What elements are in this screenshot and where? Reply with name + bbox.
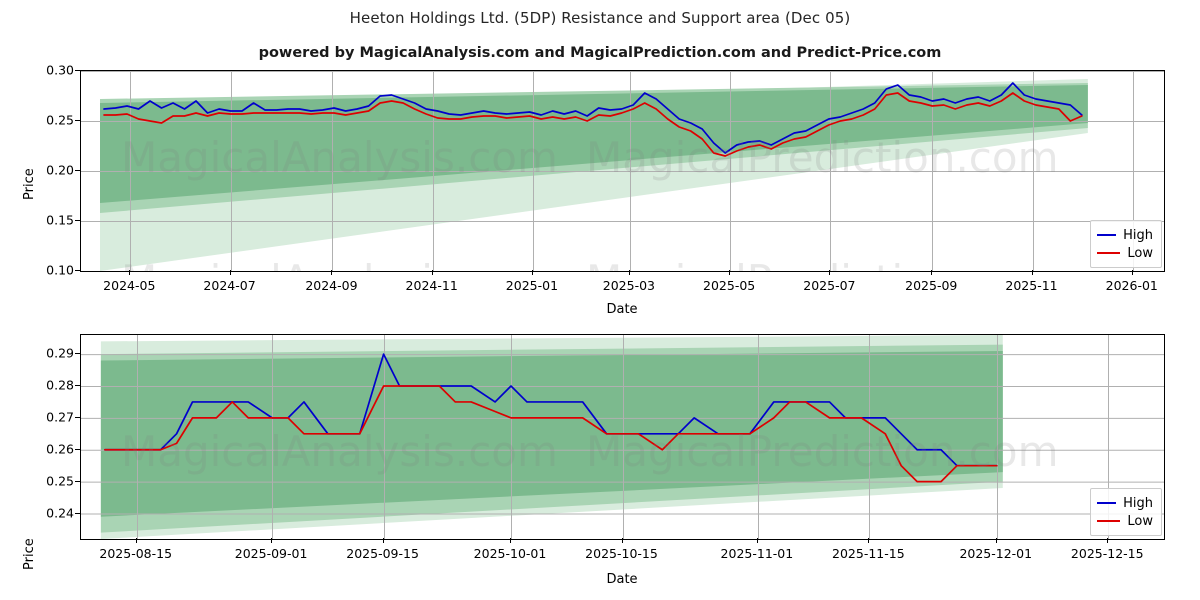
x-axis-tick-label: 2025-05: [703, 278, 756, 293]
x-axis-tick-label: 2025-12-01: [959, 546, 1033, 561]
bottom-chart-panel: Price MagicalAnalysis.comMagicalPredicti…: [0, 320, 1200, 600]
x-axis-tick-label: 2025-08-15: [99, 546, 173, 561]
x-axis-tick-mark: [510, 538, 511, 543]
x-axis-tick-label: 2025-09-01: [234, 546, 308, 561]
y-axis-tick-label: 0.28: [46, 377, 74, 393]
series-line-high: [103, 82, 1083, 154]
legend-item-high: High: [1097, 226, 1153, 244]
x-axis-tick-mark: [829, 270, 831, 275]
chart-canvas: [81, 71, 1164, 271]
page-subtitle: powered by MagicalAnalysis.com and Magic…: [258, 45, 942, 61]
x-axis-tick-mark: [628, 270, 630, 275]
x-axis-tick-mark: [431, 270, 433, 275]
chart-canvas: [81, 335, 1164, 539]
x-axis-tick-label: 2025-07: [803, 278, 856, 293]
legend-swatch-high: [1097, 502, 1117, 504]
x-axis-tick-mark: [995, 538, 997, 543]
top-chart-legend: High Low: [1090, 220, 1162, 268]
y-axis-tick-mark: [75, 512, 80, 514]
x-axis-tick-label: 2025-01: [505, 278, 559, 293]
x-axis-tick-label: 2025-11: [1005, 278, 1058, 293]
x-axis-tick-label: 2026-01: [1105, 278, 1158, 293]
series-line-low: [104, 385, 998, 483]
bottom-chart-plot-area: MagicalAnalysis.comMagicalPrediction.com: [80, 334, 1165, 540]
legend-swatch-high: [1097, 234, 1117, 236]
y-axis-tick-mark: [75, 448, 80, 450]
y-axis-tick-mark: [75, 170, 80, 171]
y-axis-tick-mark: [75, 220, 80, 221]
x-axis-tick-label: 2025-11-15: [832, 546, 905, 561]
series-line-low: [103, 92, 1083, 157]
x-axis-tick-mark: [756, 538, 758, 543]
x-axis-tick-mark: [931, 270, 933, 275]
legend-label-high: High: [1123, 495, 1153, 511]
x-axis-tick-label: 2024-05: [103, 278, 156, 293]
x-axis-tick-label: 2025-09: [905, 278, 958, 293]
y-axis-tick-label: 0.27: [46, 409, 74, 425]
y-axis-tick-mark: [75, 70, 80, 71]
x-axis-tick-mark: [331, 270, 333, 275]
bottom-chart-ylabel: Price: [22, 538, 37, 570]
bottom-chart-legend: High Low: [1090, 488, 1162, 536]
y-axis-tick-mark: [75, 480, 80, 482]
x-axis-tick-label: 2025-12-15: [1070, 546, 1144, 561]
x-axis-tick-mark: [229, 270, 231, 275]
x-axis-tick-mark: [729, 270, 731, 275]
x-axis-tick-mark: [868, 538, 870, 543]
x-axis-tick-mark: [382, 538, 384, 543]
legend-swatch-low: [1097, 252, 1121, 254]
y-axis-tick-mark: [75, 385, 80, 386]
legend-swatch-low: [1097, 520, 1121, 522]
x-axis-tick-mark: [129, 270, 131, 275]
x-axis-tick-label: 2024-11: [405, 278, 458, 293]
x-axis-tick-mark: [1031, 270, 1033, 275]
legend-item-low: Low: [1097, 244, 1153, 262]
x-axis-tick-label: 2025-11-01: [720, 546, 794, 561]
legend-label-high: High: [1123, 227, 1153, 243]
y-axis-tick-label: 0.20: [46, 162, 74, 178]
y-axis-tick-label: 0.29: [46, 345, 74, 361]
y-axis-tick-label: 0.15: [46, 212, 74, 228]
x-axis-tick-label: 2024-07: [203, 278, 256, 293]
x-axis-tick-mark: [621, 538, 623, 543]
legend-item-low: Low: [1097, 512, 1153, 530]
core-band: [100, 350, 1003, 517]
legend-item-high: High: [1097, 494, 1153, 512]
y-axis-tick-mark: [75, 416, 80, 418]
x-axis-tick-label: 2024-09: [305, 278, 358, 293]
y-axis-tick-label: 0.25: [46, 112, 74, 128]
y-axis-tick-label: 0.26: [46, 441, 74, 457]
legend-label-low: Low: [1127, 245, 1153, 261]
x-axis-tick-mark: [135, 538, 137, 543]
page-title: Heeton Holdings Ltd. (5DP) Resistance an…: [349, 9, 851, 27]
top-chart-panel: Price MagicalAnalysis.comMagicalPredicti…: [22, 62, 1165, 317]
top-chart-xlabel: Date: [606, 302, 638, 317]
y-axis-tick-label: 0.10: [46, 262, 74, 278]
y-axis-tick-mark: [75, 353, 80, 355]
x-axis-tick-mark: [271, 538, 273, 543]
y-axis-tick-label: 0.25: [46, 473, 74, 489]
y-axis-tick-mark: [75, 270, 80, 271]
x-axis-tick-label: 2025-10-15: [585, 546, 658, 561]
y-axis-tick-label: 0.24: [46, 505, 74, 520]
x-axis-tick-label: 2025-09-15: [346, 546, 419, 561]
bottom-chart-xlabel: Date: [606, 572, 638, 587]
x-axis-tick-mark: [531, 270, 533, 275]
legend-label-low: Low: [1127, 513, 1153, 529]
x-axis-tick-mark: [1107, 538, 1109, 543]
y-axis-tick-label: 0.30: [46, 62, 74, 78]
x-axis-tick-mark: [1131, 270, 1133, 275]
y-axis-tick-mark: [75, 120, 80, 121]
top-chart-plot-area: MagicalAnalysis.comMagicalPrediction.com…: [80, 70, 1165, 272]
x-axis-tick-label: 2025-10-01: [473, 546, 547, 561]
x-axis-tick-label: 2025-03: [602, 278, 656, 293]
